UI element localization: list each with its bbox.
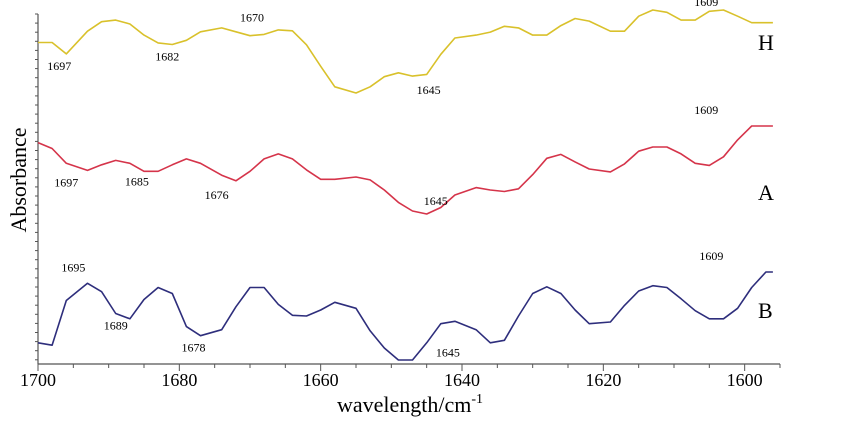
peak-label-H: 1670 bbox=[240, 11, 264, 25]
series-line-A bbox=[37, 125, 773, 215]
labels-layer: H 1697 1682 1670 1645 1609 A 1697 1685 1676 1645 16… bbox=[47, 0, 774, 359]
peak-label-A: 1676 bbox=[205, 188, 229, 202]
series-line-H bbox=[38, 9, 773, 94]
series-line-B bbox=[37, 271, 773, 361]
peak-label-A: 1685 bbox=[125, 174, 149, 188]
peak-label-H: 1697 bbox=[47, 59, 71, 73]
x-tick-label: 1660 bbox=[303, 370, 339, 390]
peak-label-H: 1609 bbox=[694, 0, 718, 9]
x-tick-label: 1640 bbox=[444, 370, 480, 390]
axes: 1700 1680 1660 1640 1620 1600 bbox=[20, 13, 781, 390]
peak-label-B: 1645 bbox=[436, 345, 460, 359]
series-label-B: B bbox=[758, 298, 773, 323]
peak-label-A: 1697 bbox=[54, 175, 78, 189]
x-tick-label: 1700 bbox=[20, 370, 56, 390]
x-axis-title-superscript: -1 bbox=[471, 392, 483, 407]
peak-label-H: 1682 bbox=[155, 50, 179, 64]
peak-label-A: 1645 bbox=[424, 194, 448, 208]
series-label-H: H bbox=[758, 30, 774, 55]
peak-label-B: 1689 bbox=[104, 319, 128, 333]
x-axis-title-main: wavelength/cm bbox=[337, 392, 471, 417]
x-axis-title: wavelength/cm-1 bbox=[337, 392, 483, 417]
y-axis-title: Absorbance bbox=[6, 127, 31, 232]
peak-label-B: 1609 bbox=[699, 249, 723, 263]
x-tick-label: 1600 bbox=[727, 370, 763, 390]
peak-label-H: 1645 bbox=[417, 83, 441, 97]
x-tick-label: 1620 bbox=[585, 370, 621, 390]
x-tick-label: 1680 bbox=[161, 370, 197, 390]
peak-label-B: 1678 bbox=[181, 341, 205, 355]
series-layer bbox=[37, 9, 773, 361]
peak-label-B: 1695 bbox=[61, 260, 85, 274]
peak-label-A: 1609 bbox=[694, 103, 718, 117]
series-label-A: A bbox=[758, 180, 774, 205]
